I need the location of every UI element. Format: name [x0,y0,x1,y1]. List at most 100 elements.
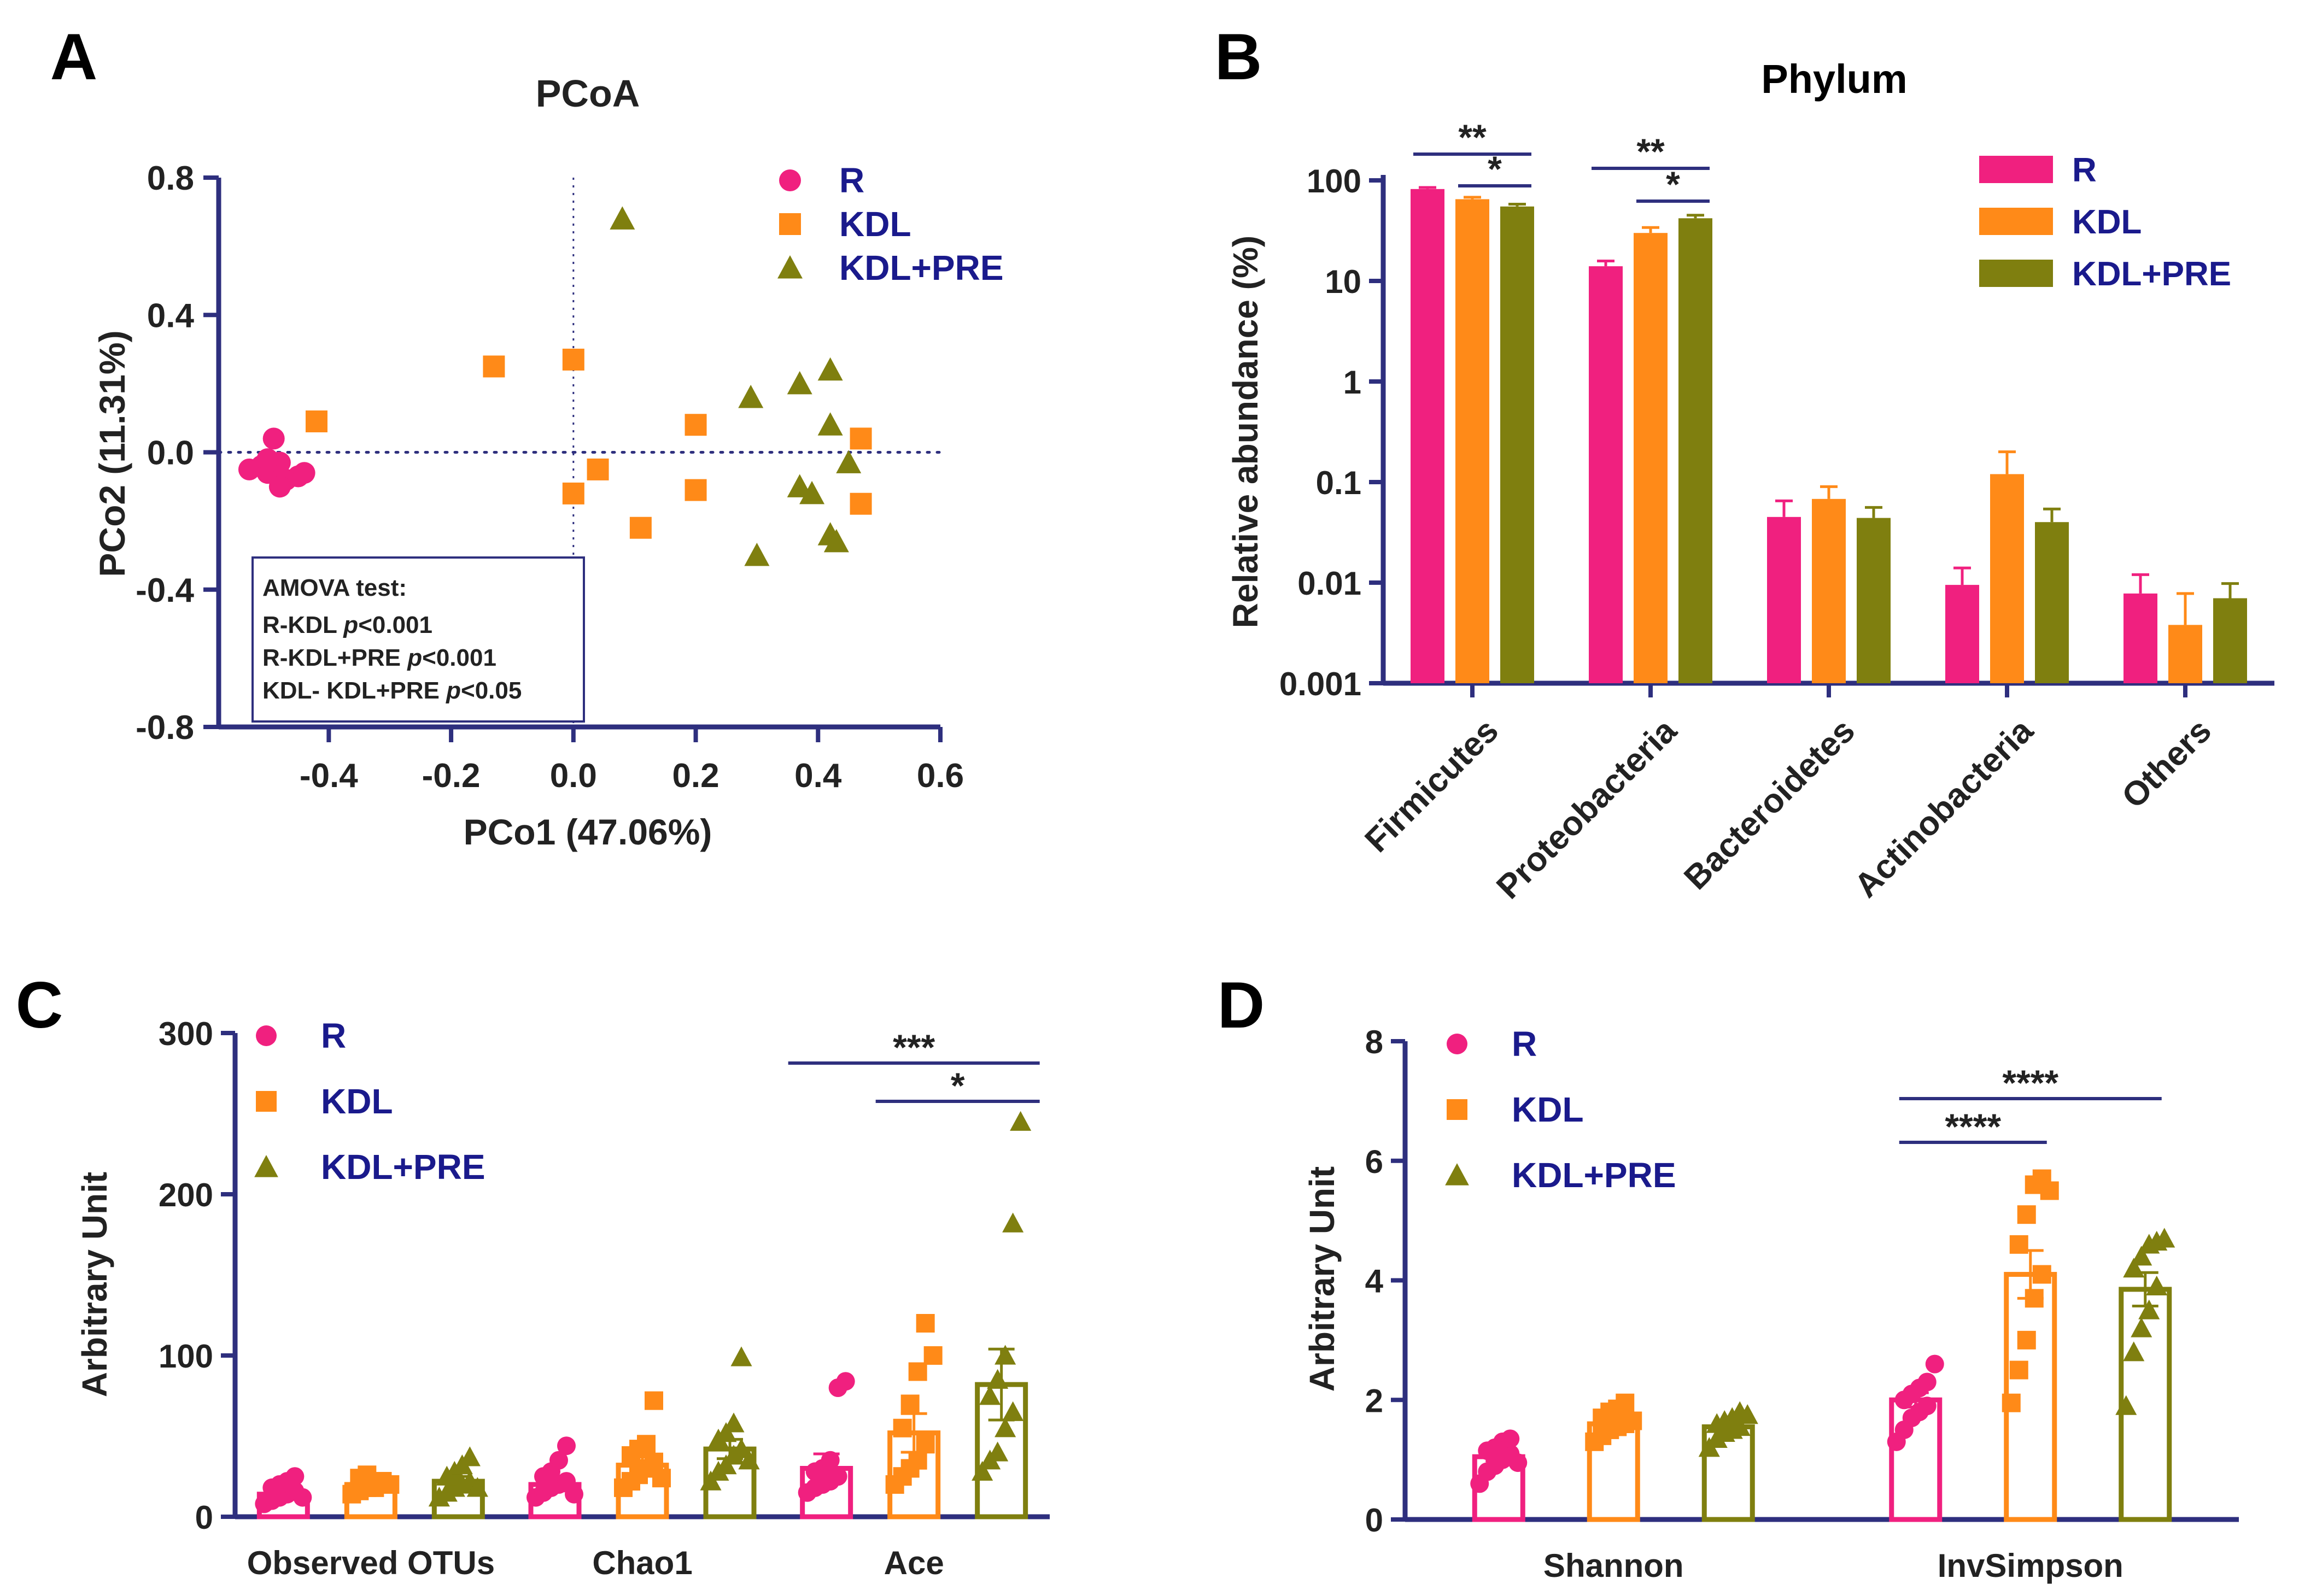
amova-value: <0.001 [422,644,496,671]
point-kdl-pre [2115,1395,2137,1415]
point-kdl-pre [995,1417,1016,1437]
y-tick-label: 1 [1343,364,1361,401]
point-kdl-pre [2123,1258,2145,1278]
x-axis-label: PCo1 (47.06%) [464,812,712,852]
amova-p: p [343,612,358,638]
panel-b-phylum: Phylum 100 10 1 0.1 0.01 0.001 Relative abundan… [1226,56,2274,906]
bar-r [1945,585,1979,683]
amova-line: R-KDL p<0.001 [262,612,432,638]
point-r [1501,1429,1520,1448]
point-kdl [685,414,707,436]
legend-marker-kdl-pre [777,255,803,279]
bar-kdl [1812,498,1846,683]
y-tick-label: 0 [1365,1502,1383,1539]
y-tick-label: 200 [159,1177,213,1213]
point-kdl [2025,1289,2044,1308]
amova-value: <0.001 [358,612,432,638]
legend-marker-r [1447,1034,1467,1054]
point-kdl-pre [2131,1246,2152,1266]
point-kdl [923,1346,943,1365]
legend-label: KDL+PRE [2072,255,2231,293]
point-r [285,1467,305,1486]
point-kdl [645,1391,663,1410]
y-tick-label: 0.4 [147,297,195,335]
point-kdl-pre [1010,1111,1032,1131]
y-tick-label: 4 [1365,1263,1384,1300]
bar-r [1589,266,1623,683]
point-kdl-pre [2154,1228,2175,1248]
y-tick-label: 100 [1307,163,1361,200]
point-kdl-pre [787,371,812,395]
panel-a-pcoa: PCoA 0.8 0.4 0.0 -0.4 -0.8 -0.4 -0.2 0.0 0.2 0.4 0.… [92,72,1004,852]
point-kdl-pre [744,542,770,566]
legend-marker-kdl [256,1091,277,1112]
y-tick-label: 2 [1365,1382,1383,1419]
point-r [549,1451,568,1470]
legend-swatch-kdl [1979,208,2053,235]
point-kdl-pre [987,1441,1009,1462]
y-tick-label: -0.4 [136,572,194,609]
x-tick-label: Others [2115,712,2219,815]
bar-kdl-pre [2035,522,2069,683]
point-kdl [908,1451,927,1470]
significance-label: ** [1458,117,1487,157]
point-r [256,448,279,471]
amova-line: KDL- KDL+PRE p<0.05 [262,677,522,704]
panel-letter-d: D [1218,969,1265,1042]
x-tick-label: Actinobacteria [1847,712,2041,905]
significance-label: **** [1945,1106,2001,1147]
amova-box [251,556,585,723]
panel-letter-b: B [1215,20,1262,93]
point-kdl [908,1362,927,1381]
bar-kdl [1455,199,1489,683]
point-kdl-pre [610,206,635,230]
point-kdl-pre [799,480,825,504]
panel-letter-a: A [50,20,98,93]
point-kdl [629,517,652,539]
point-kdl-pre [2138,1299,2160,1319]
bar-kdl-pre [1678,218,1712,683]
point-kdl [562,348,584,371]
point-kdl-pre [836,450,862,473]
legend-swatch-kdl-pre [1979,260,2053,287]
point-r [293,462,315,484]
point-kdl-pre [972,1460,993,1481]
x-tick-label: Ace [884,1545,944,1581]
bar-kdl [1990,474,2024,683]
amova-comparison: R-KDL+PRE [262,644,407,671]
point-kdl [893,1418,912,1437]
y-axis-label: PCo2 (11.31%) [92,330,132,577]
amova-line: R-KDL+PRE p<0.001 [262,644,496,671]
point-kdl [587,458,609,480]
legend-label: KDL [1512,1090,1584,1129]
x-tick-label: 0.6 [917,757,964,795]
point-kdl [637,1435,656,1454]
y-axis-label: Arbitrary Unit [1302,1166,1342,1392]
point-kdl-pre [1736,1404,1758,1424]
chart-title: PCoA [536,72,640,115]
legend-marker-kdl [779,213,801,235]
point-kdl [483,355,505,378]
point-r [557,1436,576,1456]
point-kdl [2017,1330,2036,1349]
x-tick-label: Chao1 [592,1545,692,1581]
point-kdl-pre [817,357,843,381]
point-kdl-pre [2146,1275,2168,1296]
x-tick-label: InvSimpson [1938,1547,2123,1584]
point-kdl [2009,1360,2028,1380]
point-kdl-pre [987,1369,1009,1389]
amova-title: AMOVA test: [262,574,407,601]
y-tick-label: 6 [1365,1143,1383,1180]
significance-label: * [951,1065,965,1106]
y-tick-label: 0.001 [1279,666,1361,702]
x-tick-label: -0.2 [422,757,481,795]
legend-label: R [839,161,864,200]
legend-label: R [321,1016,346,1055]
significance-label: *** [893,1027,935,1067]
point-kdl-pre [723,1412,745,1433]
point-kdl-pre [823,529,849,553]
point-kdl [916,1435,935,1454]
point-kdl [652,1469,671,1488]
point-kdl-pre [459,1446,481,1466]
